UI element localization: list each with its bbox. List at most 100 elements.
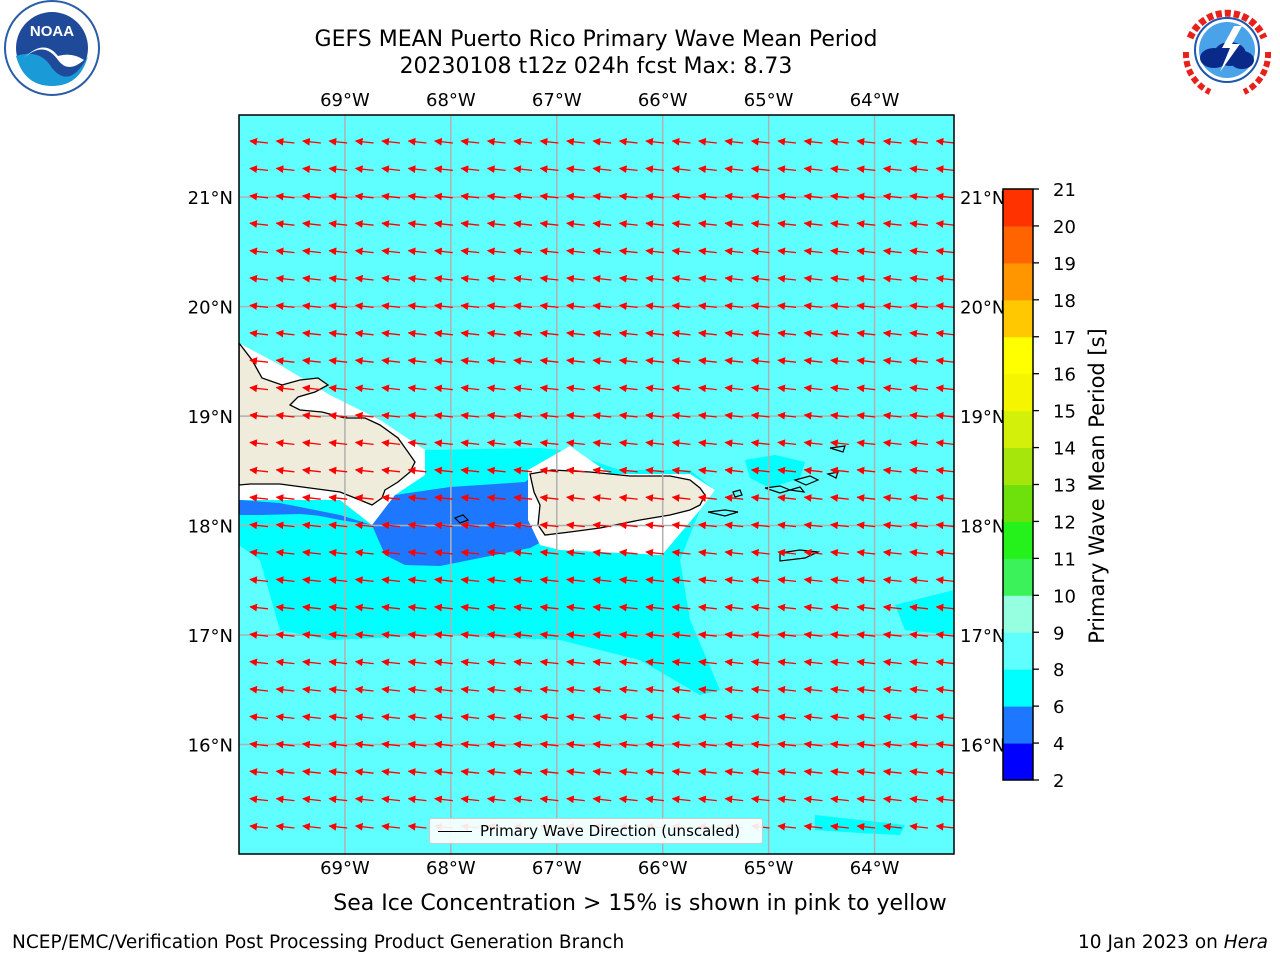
wave-arrow-82 bbox=[275, 220, 295, 228]
wave-arrow-67 bbox=[592, 192, 612, 201]
wave-arrow-342 bbox=[724, 466, 744, 475]
wave-arrow-7 bbox=[434, 137, 453, 146]
wave-arrow-560 bbox=[777, 685, 797, 694]
wave-arrow-438 bbox=[407, 576, 427, 585]
wave-arrow-484 bbox=[909, 603, 929, 612]
wave-arrow-145 bbox=[513, 274, 533, 283]
wave-arrow-531 bbox=[724, 658, 744, 667]
wave-arrow-25 bbox=[909, 137, 929, 146]
wave-arrow-378 bbox=[249, 521, 269, 530]
wave-arrow-326 bbox=[302, 466, 321, 475]
wave-arrow-661 bbox=[592, 795, 612, 804]
wave-arrow-59 bbox=[381, 192, 401, 201]
wave-arrow-190 bbox=[275, 329, 295, 338]
wave-arrow-447 bbox=[645, 576, 665, 585]
colorbar-bin-11 bbox=[1003, 336, 1033, 375]
wave-arrow-32 bbox=[381, 165, 401, 174]
wave-arrow-445 bbox=[592, 576, 612, 585]
wave-arrow-426 bbox=[803, 548, 823, 557]
wave-arrow-143 bbox=[460, 274, 480, 283]
wave-arrow-135 bbox=[249, 274, 269, 283]
wave-arrow-480 bbox=[803, 603, 823, 612]
wave-arrow-353 bbox=[302, 494, 321, 502]
wave-arrow-368 bbox=[698, 494, 717, 502]
wave-arrow-73 bbox=[750, 192, 770, 201]
wave-arrow-547 bbox=[434, 685, 453, 694]
wave-arrow-389 bbox=[539, 521, 559, 530]
wave-arrow-307 bbox=[513, 439, 533, 448]
wave-arrow-460 bbox=[275, 603, 295, 612]
wave-arrow-210 bbox=[803, 329, 823, 338]
wave-arrow-701 bbox=[935, 822, 954, 831]
wave-arrow-15 bbox=[645, 137, 665, 146]
wave-arrow-289 bbox=[750, 411, 770, 420]
wave-arrow-653 bbox=[381, 795, 401, 804]
wave-arrow-452 bbox=[777, 576, 797, 585]
wave-arrow-498 bbox=[566, 631, 585, 639]
wave-arrow-575 bbox=[460, 713, 480, 722]
land-mona-island bbox=[453, 514, 470, 524]
wave-arrow-290 bbox=[777, 411, 797, 420]
colorbar-bin-8 bbox=[1003, 447, 1033, 485]
wave-arrow-540 bbox=[249, 685, 269, 694]
wave-arrow-169 bbox=[434, 302, 453, 311]
wave-arrow-601 bbox=[434, 740, 453, 749]
wave-arrow-330 bbox=[407, 466, 427, 475]
colorbar: 2 4 6 8 9 10 11 12 13 14 15 16 17 18 19 20 21 bbox=[1002, 180, 1076, 792]
wave-arrow-311 bbox=[618, 439, 638, 448]
wave-arrow-589 bbox=[830, 713, 849, 722]
wave-arrow-180 bbox=[724, 302, 744, 311]
wave-arrow-542 bbox=[302, 685, 321, 694]
wave-arrow-291 bbox=[803, 411, 823, 420]
wave-arrow-52 bbox=[909, 165, 929, 174]
wave-arrow-612 bbox=[724, 740, 744, 749]
wave-arrow-185 bbox=[856, 302, 876, 311]
wave-arrow-512 bbox=[935, 631, 954, 639]
wave-arrow-117 bbox=[486, 247, 506, 256]
wave-arrow-266 bbox=[856, 384, 876, 393]
wave-arrow-335 bbox=[539, 466, 559, 475]
wave-arrow-377 bbox=[935, 494, 954, 502]
wave-arrow-457 bbox=[909, 576, 929, 585]
wave-arrow-199 bbox=[513, 329, 533, 338]
wave-arrow-570 bbox=[328, 713, 348, 722]
wave-arrow-240 bbox=[882, 357, 902, 365]
wave-arrow-189 bbox=[249, 329, 269, 338]
wave-arrow-229 bbox=[592, 357, 612, 365]
colorbar-bin-5 bbox=[1003, 558, 1033, 596]
wave-arrow-253 bbox=[513, 384, 533, 393]
wave-arrow-586 bbox=[750, 713, 770, 722]
wave-arrow-215 bbox=[935, 329, 954, 338]
wave-arrow-410 bbox=[381, 548, 401, 557]
wave-arrow-8 bbox=[460, 137, 480, 146]
wave-arrow-30 bbox=[328, 165, 348, 174]
wave-arrow-110 bbox=[302, 247, 321, 256]
wave-arrow-308 bbox=[539, 439, 559, 448]
wave-arrow-431 bbox=[935, 548, 954, 557]
wave-arrow-325 bbox=[275, 466, 295, 475]
wave-arrow-298 bbox=[275, 439, 295, 448]
wave-arrow-196 bbox=[434, 329, 453, 338]
wave-arrow-269 bbox=[935, 384, 954, 393]
wave-arrow-94 bbox=[592, 220, 612, 228]
wave-arrow-205 bbox=[671, 329, 691, 338]
wave-arrow-469 bbox=[513, 603, 533, 612]
wave-arrow-532 bbox=[750, 658, 770, 667]
wave-arrow-152 bbox=[698, 274, 717, 283]
wave-arrow-626 bbox=[381, 768, 401, 776]
wave-arrow-361 bbox=[513, 494, 533, 502]
wave-arrow-270 bbox=[249, 411, 269, 420]
wave-arrow-538 bbox=[909, 658, 929, 667]
wave-arrow-563 bbox=[856, 685, 876, 694]
wave-arrow-533 bbox=[777, 658, 797, 667]
wave-arrow-264 bbox=[803, 384, 823, 393]
wave-arrow-535 bbox=[830, 658, 849, 667]
wave-arrow-300 bbox=[328, 439, 348, 448]
wave-arrow-191 bbox=[302, 329, 321, 338]
wave-arrow-248 bbox=[381, 384, 401, 393]
wave-arrow-610 bbox=[671, 740, 691, 749]
wave-arrow-170 bbox=[460, 302, 480, 311]
wave-arrow-600 bbox=[407, 740, 427, 749]
wave-arrow-427 bbox=[830, 548, 849, 557]
colorbar-bin-14 bbox=[1003, 225, 1033, 264]
